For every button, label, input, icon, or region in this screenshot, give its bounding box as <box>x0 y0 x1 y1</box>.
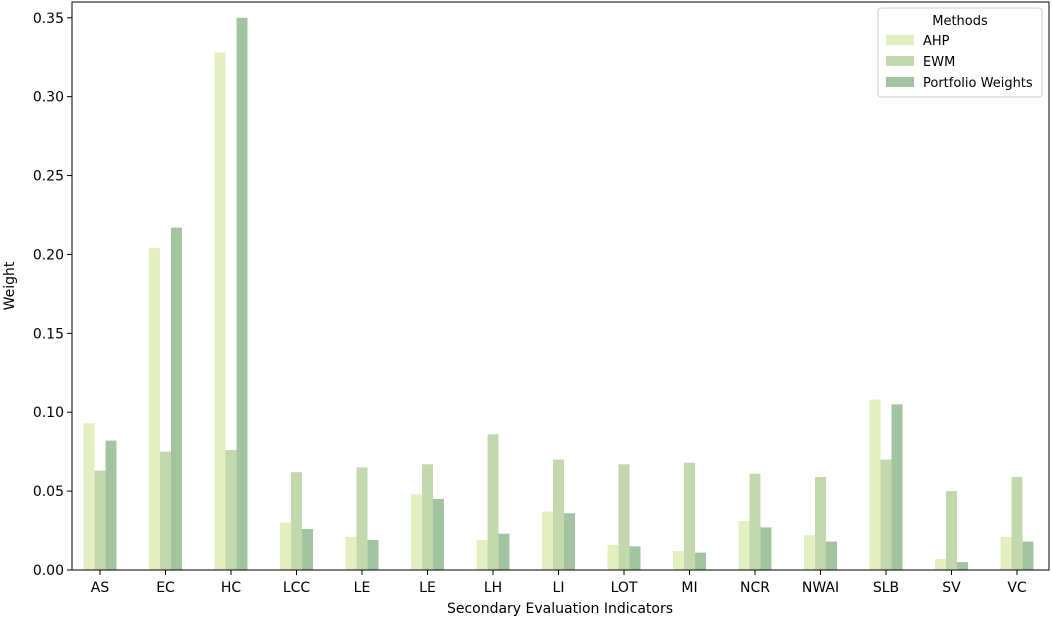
y-tick-label: 0.15 <box>33 326 64 342</box>
x-tick-label: LCC <box>283 580 311 596</box>
y-tick-label: 0.30 <box>33 90 64 106</box>
bar-ahp-9 <box>673 551 684 570</box>
bar-portfolio-weights-4 <box>367 540 379 570</box>
x-tick-label: LH <box>484 580 502 596</box>
bar-ewm-11 <box>815 476 826 570</box>
bars-layer <box>83 17 1034 571</box>
bar-ahp-11 <box>804 535 815 570</box>
bar-ewm-4 <box>356 467 368 570</box>
bar-portfolio-weights-11 <box>826 541 837 570</box>
legend-label: EWM <box>923 55 955 70</box>
bar-portfolio-weights-5 <box>433 499 444 570</box>
x-tick-label: LOT <box>611 580 638 596</box>
bar-ahp-13 <box>935 558 946 570</box>
y-axis-ticks: 0.00 0.05 0.10 0.15 0.20 0.25 0.30 0.35 <box>33 11 72 579</box>
bar-ewm-9 <box>684 462 695 570</box>
bar-ewm-12 <box>880 459 892 570</box>
bar-ewm-5 <box>422 464 433 570</box>
legend-title: Methods <box>932 14 988 29</box>
bar-ewm-14 <box>1011 476 1023 570</box>
y-tick-label: 0.20 <box>33 247 64 263</box>
x-tick-label: NCR <box>740 580 770 596</box>
bar-portfolio-weights-8 <box>629 546 641 570</box>
legend-items: AHP EWM Portfolio Weights <box>886 34 1033 91</box>
bar-ewm-0 <box>94 470 106 570</box>
bar-ahp-8 <box>607 544 619 570</box>
x-tick-label: MI <box>681 580 697 596</box>
y-tick-label: 0.35 <box>33 11 64 27</box>
x-tick-label: NWAI <box>802 580 839 596</box>
bar-ahp-2 <box>214 52 226 570</box>
bar-portfolio-weights-10 <box>760 527 772 570</box>
bar-ahp-3 <box>280 522 291 570</box>
y-axis-label: Weight <box>2 261 18 310</box>
x-tick-label: LI <box>553 580 565 596</box>
x-tick-label: EC <box>156 580 175 596</box>
legend: Methods AHP EWM Portfolio Weights <box>877 7 1043 98</box>
y-tick-label: 0.00 <box>33 563 64 579</box>
bar-ewm-3 <box>291 472 302 570</box>
bar-ewm-10 <box>749 473 761 570</box>
bar-ahp-0 <box>83 423 95 570</box>
bar-portfolio-weights-7 <box>564 513 575 570</box>
bar-ahp-6 <box>476 540 488 570</box>
bar-ahp-12 <box>869 399 881 570</box>
bar-ahp-4 <box>345 536 357 570</box>
bar-portfolio-weights-1 <box>171 227 182 570</box>
bar-ahp-14 <box>1000 536 1012 570</box>
x-axis-ticks: AS EC HC LCC LE LE LH LI LOT MI NCR NWAI SLB SV VC <box>91 570 1027 596</box>
bar-ahp-7 <box>542 511 553 570</box>
x-tick-label: HC <box>221 580 242 596</box>
bar-portfolio-weights-9 <box>695 552 706 570</box>
bar-ewm-2 <box>225 450 237 570</box>
bar-portfolio-weights-3 <box>302 528 313 570</box>
bar-portfolio-weights-0 <box>105 440 117 570</box>
bar-portfolio-weights-2 <box>236 17 248 571</box>
y-tick-label: 0.05 <box>33 484 64 500</box>
bar-portfolio-weights-12 <box>891 404 903 570</box>
bar-ahp-5 <box>411 494 422 570</box>
x-tick-label: AS <box>91 580 110 596</box>
bar-ahp-10 <box>738 521 750 570</box>
bar-ewm-1 <box>160 451 171 570</box>
y-tick-label: 0.10 <box>33 405 64 421</box>
bar-ewm-13 <box>946 491 957 570</box>
x-tick-label: SLB <box>873 580 899 596</box>
x-tick-label: LE <box>354 580 371 596</box>
plot-area-frame <box>71 1 1050 571</box>
bar-portfolio-weights-13 <box>957 562 968 570</box>
x-axis-label: Secondary Evaluation Indicators <box>447 601 673 617</box>
bar-ewm-7 <box>553 459 564 570</box>
legend-label: AHP <box>923 34 950 49</box>
bar-ewm-8 <box>618 464 630 570</box>
legend-swatch-ahp <box>886 35 914 45</box>
legend-label: Portfolio Weights <box>923 76 1033 91</box>
legend-swatch-portfolio-weights <box>886 77 914 87</box>
x-tick-label: SV <box>942 580 961 596</box>
y-tick-label: 0.25 <box>33 169 64 185</box>
bar-portfolio-weights-14 <box>1022 541 1034 570</box>
bar-portfolio-weights-6 <box>498 533 510 570</box>
x-tick-label: LE <box>419 580 436 596</box>
x-tick-label: VC <box>1007 580 1027 596</box>
bar-ahp-1 <box>149 248 160 570</box>
legend-box <box>877 7 1043 98</box>
bar-ewm-6 <box>487 434 499 570</box>
legend-swatch-ewm <box>886 56 914 66</box>
